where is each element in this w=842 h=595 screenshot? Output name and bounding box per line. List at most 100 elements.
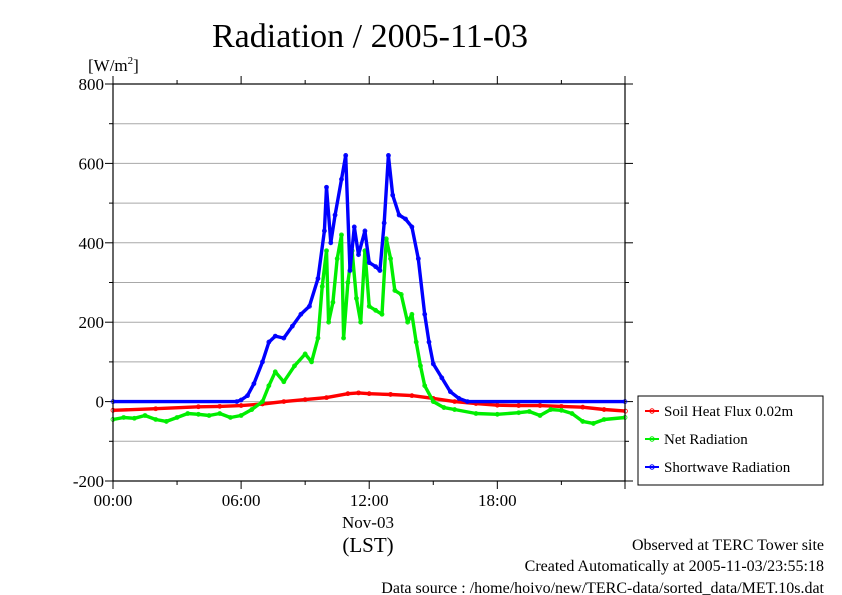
y-tick-label: 200 (79, 313, 105, 332)
data-point (409, 224, 415, 230)
data-point (422, 311, 428, 317)
data-point (281, 335, 287, 341)
data-point (324, 395, 329, 401)
data-point (345, 280, 351, 285)
data-point (548, 407, 554, 412)
data-point (386, 153, 391, 158)
data-point (390, 192, 396, 198)
data-point (298, 311, 304, 317)
data-point (217, 411, 223, 416)
footer-created: Created Automatically at 2005-11-03/23:5… (525, 558, 824, 575)
data-point (452, 407, 458, 412)
chart-title: Radiation / 2005-11-03 (212, 18, 528, 55)
data-point (330, 299, 336, 305)
data-point (354, 295, 359, 301)
data-point (341, 335, 346, 341)
data-point (415, 256, 421, 262)
data-point (266, 383, 272, 389)
x-tick-label: 18:00 (478, 491, 517, 510)
series-line (113, 153, 625, 404)
y-tick-label: 0 (96, 393, 105, 412)
data-point (289, 323, 295, 329)
data-point (439, 375, 445, 381)
data-point (328, 240, 334, 246)
data-point (569, 411, 575, 416)
data-point (447, 389, 453, 395)
x-axis-ticks: 00:00 06:00 12:00 18:00 (94, 76, 626, 510)
data-point (426, 339, 432, 345)
data-point (206, 413, 212, 418)
data-point (142, 413, 148, 418)
data-point (245, 393, 250, 399)
data-point (526, 409, 532, 414)
data-series (110, 153, 628, 426)
data-point (465, 399, 470, 405)
data-point (356, 252, 361, 258)
x-axis-date-label: Nov-03 (342, 513, 394, 532)
legend-marker (649, 464, 655, 470)
data-point (302, 351, 308, 357)
data-point (452, 399, 458, 405)
data-point (339, 232, 344, 238)
data-point (131, 415, 137, 421)
data-point (441, 405, 447, 410)
legend-label: Shortwave Radiation (664, 460, 791, 476)
legend-box (637, 395, 824, 486)
data-point (343, 153, 349, 158)
data-point (121, 415, 127, 420)
data-point (379, 311, 385, 317)
data-point (251, 381, 257, 387)
data-point (292, 363, 297, 369)
y-tick-label: -200 (73, 472, 104, 491)
y-tick-label: 600 (79, 154, 105, 173)
data-point (537, 403, 543, 408)
data-point (366, 303, 372, 309)
data-point (302, 397, 308, 403)
legend-marker (649, 436, 655, 442)
data-point (281, 379, 287, 385)
x-tick-label: 06:00 (222, 491, 261, 510)
data-point (347, 268, 353, 273)
data-point (272, 369, 278, 375)
data-point (422, 383, 428, 389)
y-axis-unit: [W/m2] (88, 55, 139, 75)
data-point (196, 404, 201, 410)
data-point (326, 319, 332, 325)
data-point (249, 407, 255, 412)
data-point (234, 399, 240, 405)
data-point (398, 292, 404, 297)
data-point (537, 413, 543, 418)
data-point (238, 403, 244, 408)
data-point (516, 410, 522, 416)
data-point (185, 411, 191, 416)
data-point (339, 176, 344, 182)
data-point (272, 333, 278, 339)
data-point (345, 391, 351, 397)
data-point (153, 417, 159, 422)
data-point (217, 403, 223, 409)
x-tick-label: 00:00 (94, 491, 133, 510)
data-point (580, 404, 586, 410)
data-point (356, 390, 361, 396)
data-point (334, 256, 340, 262)
data-point (196, 411, 201, 417)
data-point (601, 417, 607, 422)
plot-frame (112, 83, 626, 482)
data-point (238, 413, 244, 418)
data-point (396, 212, 402, 218)
data-point (430, 399, 436, 405)
data-point (418, 363, 423, 369)
data-point (580, 419, 586, 424)
data-point (403, 216, 408, 222)
data-point (315, 335, 321, 341)
legend-label: Net Radiation (664, 432, 748, 448)
data-point (153, 406, 159, 412)
data-point (494, 411, 500, 417)
data-point (358, 319, 364, 325)
data-point (324, 248, 329, 254)
data-point (591, 421, 596, 426)
y-tick-label: 800 (79, 75, 105, 94)
data-point (281, 399, 287, 405)
data-point (373, 307, 379, 313)
data-point (163, 419, 169, 424)
